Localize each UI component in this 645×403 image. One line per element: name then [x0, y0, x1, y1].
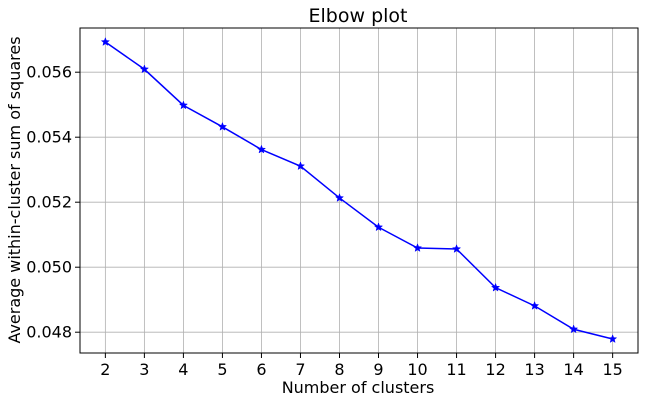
x-tick-label: 6 — [256, 360, 266, 379]
data-point — [295, 161, 306, 171]
plot-frame — [79, 27, 639, 354]
y-tick-label: 0.048 — [26, 323, 72, 342]
data-point — [139, 64, 150, 74]
data-point — [178, 100, 189, 110]
x-tick-label: 8 — [334, 360, 344, 379]
chart-title: Elbow plot — [309, 5, 408, 27]
x-tick-label: 5 — [217, 360, 227, 379]
data-point — [568, 324, 579, 334]
data-point — [373, 222, 384, 232]
y-tick-label: 0.052 — [26, 193, 72, 212]
data-point — [412, 243, 423, 252]
data-point — [451, 244, 462, 253]
data-point — [256, 144, 267, 154]
x-tick-label: 3 — [139, 360, 149, 379]
grid-lines — [80, 28, 638, 353]
series-layer — [100, 37, 618, 343]
series-line — [104, 41, 613, 340]
y-axis-label: Average within-cluster sum of squares — [5, 36, 24, 343]
data-point — [607, 334, 618, 343]
x-tick-label: 13 — [524, 360, 544, 379]
y-tick-label: 0.054 — [26, 128, 72, 147]
x-tick-label: 15 — [602, 360, 622, 379]
data-point — [217, 121, 228, 131]
x-tick-label: 2 — [100, 360, 110, 379]
data-point — [490, 282, 501, 292]
data-point — [529, 300, 540, 310]
x-tick-label: 11 — [446, 360, 466, 379]
data-point — [100, 37, 111, 46]
x-tick-label: 7 — [295, 360, 305, 379]
x-tick-label: 4 — [178, 360, 188, 379]
x-tick-label: 9 — [373, 360, 383, 379]
x-axis: 2 3 4 5 6 7 8 9 10 11 12 13 14 15 — [100, 353, 623, 379]
x-tick-label: 12 — [485, 360, 505, 379]
y-axis: 0.048 0.050 0.052 0.054 0.056 — [26, 63, 80, 342]
x-tick-label: 14 — [563, 360, 583, 379]
x-tick-label: 10 — [407, 360, 427, 379]
y-tick-label: 0.056 — [26, 63, 72, 82]
x-axis-label: Number of clusters — [282, 378, 435, 397]
data-point — [334, 193, 345, 202]
y-tick-label: 0.050 — [26, 258, 72, 277]
